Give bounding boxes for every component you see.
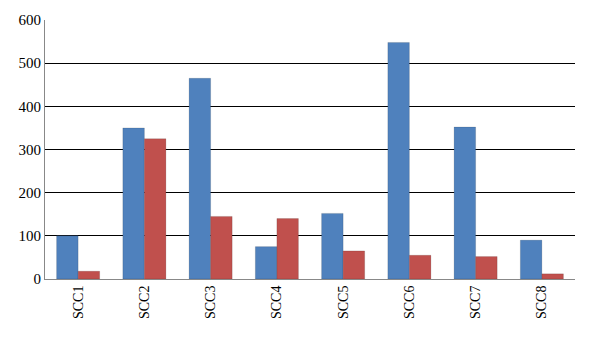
svg-text:SCC8: SCC8	[534, 286, 549, 319]
svg-text:SCC4: SCC4	[269, 286, 284, 319]
svg-text:SCC2: SCC2	[137, 286, 152, 319]
svg-text:SCC6: SCC6	[402, 286, 417, 319]
svg-text:100: 100	[19, 228, 42, 244]
svg-text:500: 500	[19, 55, 42, 71]
svg-text:SCC7: SCC7	[468, 286, 483, 319]
svg-text:200: 200	[19, 185, 42, 201]
svg-text:400: 400	[19, 99, 42, 115]
svg-text:600: 600	[19, 12, 42, 28]
svg-text:0: 0	[34, 271, 42, 287]
svg-text:SCC5: SCC5	[336, 286, 351, 319]
svg-text:SCC1: SCC1	[71, 286, 86, 319]
svg-text:SCC3: SCC3	[203, 286, 218, 319]
svg-text:300: 300	[19, 142, 42, 158]
